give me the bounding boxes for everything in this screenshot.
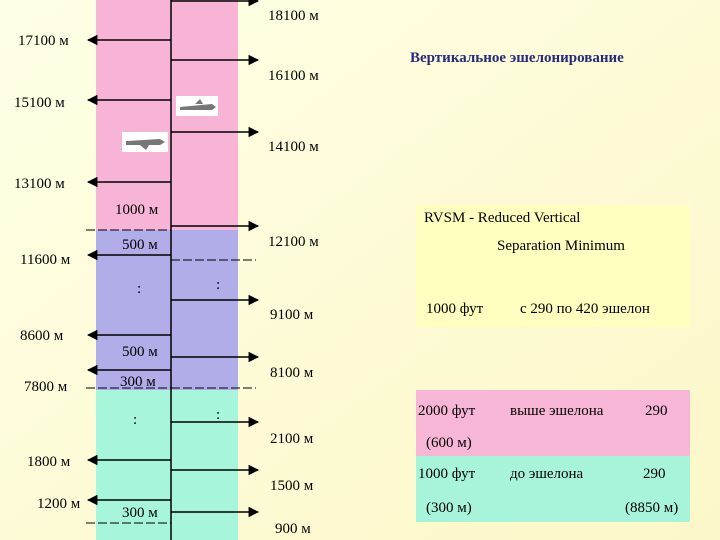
level-label: 8600 м xyxy=(20,328,64,344)
separation-label: 300 м xyxy=(120,374,156,390)
rvsm-text: RVSM - Reduced Vertical xyxy=(424,210,580,226)
below-text: 1000 фут xyxy=(418,466,476,482)
separation-label: 300 м xyxy=(122,505,158,521)
rvsm-box xyxy=(416,205,690,327)
above-text: (600 м) xyxy=(426,435,472,451)
ellipsis: : xyxy=(216,277,220,293)
level-label: 8100 м xyxy=(270,365,314,381)
arrows xyxy=(86,0,260,524)
level-label: 1200 м xyxy=(37,496,81,512)
level-label: 2100 м xyxy=(270,431,314,447)
below-text: (8850 м) xyxy=(625,500,678,516)
level-label: 12100 м xyxy=(268,234,319,250)
level-label: 1500 м xyxy=(270,478,314,494)
level-label: 7800 м xyxy=(24,379,68,395)
level-label: 16100 м xyxy=(268,68,319,84)
above-text: 2000 фут xyxy=(418,403,476,419)
title: Вертикальное эшелонирование xyxy=(410,50,624,66)
rvsm-text: с 290 по 420 эшелон xyxy=(520,301,650,317)
separation-label: 1000 м xyxy=(115,202,159,218)
level-label: 18100 м xyxy=(268,8,319,24)
above-text: 290 xyxy=(645,403,668,419)
above-text: выше эшелона xyxy=(510,403,604,419)
separation-label: 500 м xyxy=(122,344,158,360)
ellipsis: : xyxy=(133,412,137,428)
separation-label: 500 м xyxy=(122,237,158,253)
ellipsis: : xyxy=(137,281,141,297)
below-box xyxy=(416,456,690,522)
level-label: 900 м xyxy=(275,521,311,537)
level-label: 15100 м xyxy=(14,95,65,111)
below-text: до эшелона xyxy=(510,466,584,482)
band-aqua xyxy=(96,390,238,540)
level-label: 9100 м xyxy=(270,307,314,323)
level-label: 17100 м xyxy=(18,33,69,49)
level-label: 11600 м xyxy=(20,252,71,268)
below-text: 290 xyxy=(643,466,666,482)
above-box xyxy=(416,390,690,456)
ellipsis: : xyxy=(216,407,220,423)
level-label: 1800 м xyxy=(27,454,71,470)
level-label: 14100 м xyxy=(268,139,319,155)
rvsm-text: 1000 фут xyxy=(426,301,484,317)
level-label: 13100 м xyxy=(14,176,65,192)
rvsm-text: Separation Minimum xyxy=(497,238,625,254)
below-text: (300 м) xyxy=(426,500,472,516)
airplane xyxy=(122,132,168,152)
band-lavender xyxy=(96,230,238,390)
airplane xyxy=(176,96,218,116)
